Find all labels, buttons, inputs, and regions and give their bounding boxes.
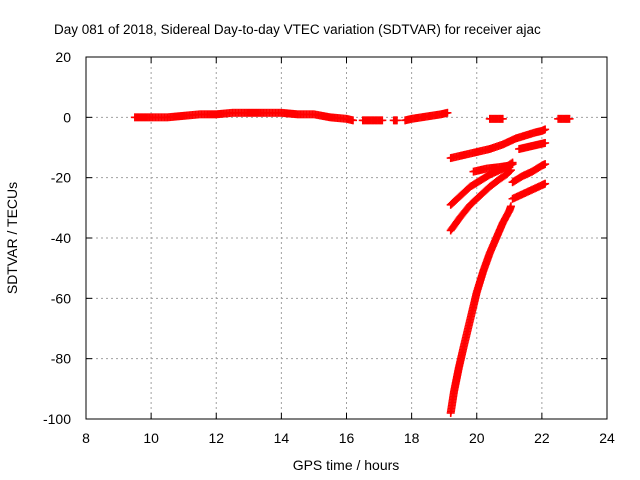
y-tick-labels: 20 0 -20 -40 -60 -80 -100 xyxy=(43,49,71,427)
data-point xyxy=(541,125,550,134)
data-point xyxy=(541,138,550,147)
y-tick-label: -40 xyxy=(51,230,71,246)
x-tick-label: 14 xyxy=(274,430,290,446)
data-points xyxy=(130,108,574,417)
data-point xyxy=(443,108,452,117)
data-point xyxy=(378,116,387,125)
data-point xyxy=(541,179,550,188)
y-tick-label: -20 xyxy=(51,170,71,186)
data-point xyxy=(541,160,550,169)
x-tick-label: 12 xyxy=(208,430,224,446)
y-tick-label: -60 xyxy=(51,290,71,306)
x-tick-label: 10 xyxy=(143,430,159,446)
x-tick-label: 22 xyxy=(534,430,550,446)
data-point xyxy=(506,202,515,211)
data-point xyxy=(565,114,574,123)
chart-title: Day 081 of 2018, Sidereal Day-to-day VTE… xyxy=(54,22,541,37)
x-tick-labels: 8 10 12 14 16 18 20 22 24 xyxy=(82,430,615,446)
x-tick-label: 18 xyxy=(404,430,420,446)
data-point xyxy=(505,167,514,176)
y-tick-label: 0 xyxy=(63,109,71,125)
data-point xyxy=(498,114,507,123)
x-tick-label: 20 xyxy=(469,430,485,446)
y-tick-label: -100 xyxy=(43,411,71,427)
data-point xyxy=(349,116,358,125)
data-point xyxy=(508,160,517,169)
y-tick-label: 20 xyxy=(55,49,71,65)
y-axis-label: SDTVAR / TECUs xyxy=(4,182,20,294)
x-tick-label: 8 xyxy=(82,430,90,446)
y-tick-label: -80 xyxy=(51,351,71,367)
axis-ticks xyxy=(85,56,608,420)
x-tick-label: 16 xyxy=(339,430,355,446)
x-tick-label: 24 xyxy=(599,430,615,446)
grid xyxy=(86,57,607,419)
data-point xyxy=(506,166,515,175)
x-axis-label: GPS time / hours xyxy=(293,457,400,473)
data-point xyxy=(392,116,401,125)
